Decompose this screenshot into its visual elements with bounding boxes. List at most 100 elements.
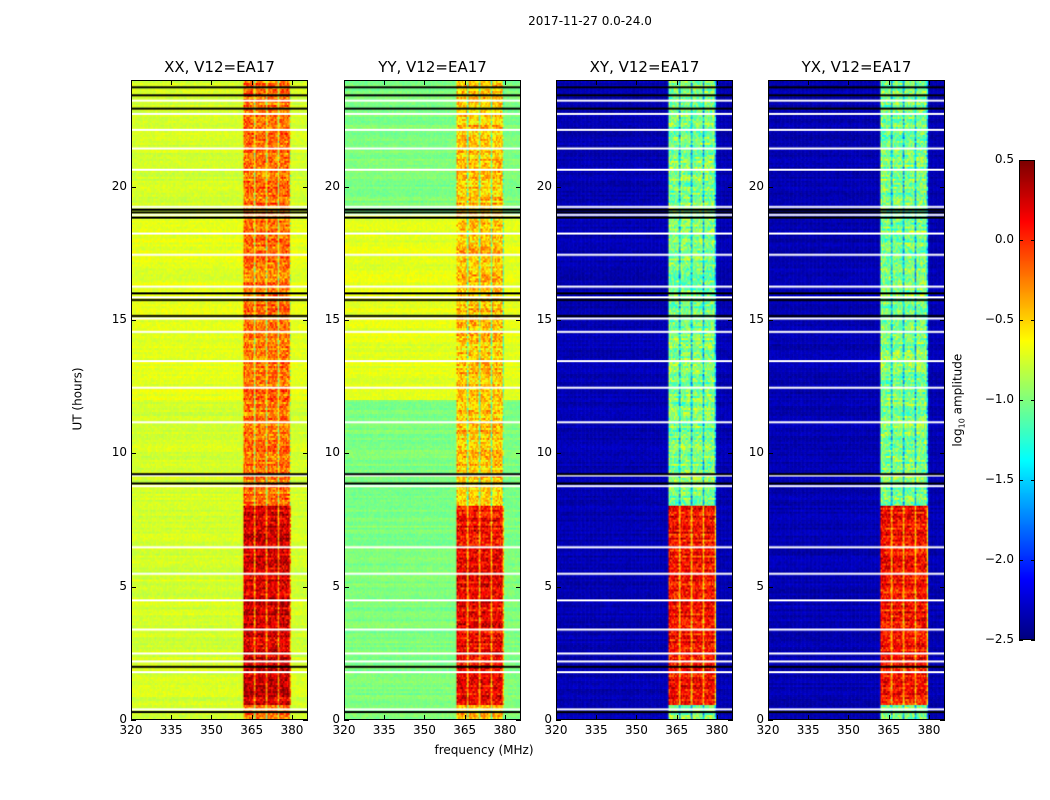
x-tick-mark [888,715,890,720]
y-tick-label: 0 [332,712,340,726]
y-tick-mark [344,453,349,455]
colorbar-tick-label: 0.0 [994,232,1014,246]
colorbar-tick-label: −0.5 [984,312,1014,326]
x-tick-label: 380 [705,723,729,737]
x-tick-label: 320 [756,723,780,737]
colorbar-tick-mark [1019,240,1023,241]
y-tick-mark [516,320,521,321]
x-tick-mark [504,80,506,85]
x-tick-mark [848,715,850,720]
heatmap-panel-0 [131,80,308,720]
x-tick-mark [344,80,345,85]
y-axis-label: UT (hours) [70,367,85,431]
colorbar-tick-mark [1031,160,1035,161]
x-tick-mark [131,80,132,85]
y-tick-mark [303,186,308,188]
y-tick-mark [344,320,349,321]
panel-title-0: XX, V12=EA17 [164,58,275,76]
x-tick-mark [211,80,213,85]
x-tick-label: 320 [332,723,356,737]
y-tick-mark [768,320,773,321]
y-tick-mark [728,453,733,455]
y-tick-mark [556,720,561,721]
y-tick-label: 5 [119,578,127,593]
x-tick-mark [131,715,132,720]
colorbar-tick-mark [1031,480,1035,481]
x-tick-mark [251,715,253,720]
x-tick-mark [636,80,638,85]
colorbar-tick-mark [1031,560,1035,561]
colorbar-tick-label: −2.5 [984,632,1014,646]
x-tick-mark [424,80,426,85]
y-tick-label: 15 [111,312,127,326]
x-axis-label: frequency (MHz) [434,743,534,757]
y-tick-mark [516,186,521,188]
y-tick-label: 20 [111,178,127,193]
y-tick-mark [728,720,733,721]
y-tick-mark [131,186,136,188]
x-tick-mark [384,715,386,720]
x-tick-label: 365 [877,723,901,737]
y-tick-mark [131,586,136,588]
x-tick-label: 335 [584,723,608,737]
x-tick-mark [888,80,890,85]
y-tick-mark [516,586,521,588]
panel-title-1: YY, V12=EA17 [378,58,487,76]
y-tick-mark [940,453,945,455]
x-tick-label: 380 [280,723,304,737]
colorbar-tick-label: 0.5 [994,152,1014,166]
y-tick-mark [940,720,945,721]
x-tick-label: 365 [665,723,689,737]
x-tick-mark [171,80,173,85]
x-tick-label: 350 [625,723,648,737]
colorbar-tick-label: −2.0 [984,552,1014,566]
y-tick-label: 10 [324,445,340,460]
y-tick-mark [556,320,561,321]
y-tick-mark [131,320,136,321]
x-tick-mark [556,715,557,720]
panel-title-2: XY, V12=EA17 [589,58,700,76]
y-tick-label: 0 [544,712,552,726]
x-tick-mark [848,80,850,85]
y-tick-mark [768,720,773,721]
x-tick-mark [768,715,769,720]
y-tick-label: 15 [324,312,340,326]
y-tick-label: 15 [536,312,552,326]
y-tick-mark [303,586,308,588]
heatmap-panel-1 [344,80,521,720]
y-tick-label: 20 [536,178,552,193]
x-tick-mark [556,80,557,85]
x-tick-label: 320 [544,723,568,737]
x-tick-mark [716,80,718,85]
y-tick-mark [131,720,136,721]
y-tick-label: 10 [111,445,127,460]
y-tick-label: 15 [748,312,764,326]
x-tick-mark [504,715,506,720]
colorbar-tick-mark [1031,240,1035,241]
y-tick-mark [728,320,733,321]
x-tick-mark [768,80,769,85]
y-tick-mark [768,586,773,588]
x-tick-mark [676,715,678,720]
y-tick-label: 5 [332,578,340,593]
x-tick-mark [716,715,718,720]
y-tick-mark [303,320,308,321]
y-tick-label: 20 [748,178,764,193]
x-tick-mark [928,715,930,720]
x-tick-mark [636,715,638,720]
colorbar-tick-mark [1019,560,1023,561]
x-tick-mark [424,715,426,720]
heatmap-panel-2 [556,80,733,720]
colorbar-label: log10 amplitude [950,353,967,447]
x-tick-mark [464,80,466,85]
x-tick-mark [676,80,678,85]
x-tick-label: 320 [119,723,143,737]
x-tick-mark [291,80,293,85]
colorbar-tick-mark [1019,320,1023,321]
colorbar-tick-mark [1031,640,1035,641]
y-tick-mark [940,186,945,188]
x-tick-mark [171,715,173,720]
y-tick-mark [303,720,308,721]
y-tick-mark [344,186,349,188]
y-tick-mark [344,720,349,721]
